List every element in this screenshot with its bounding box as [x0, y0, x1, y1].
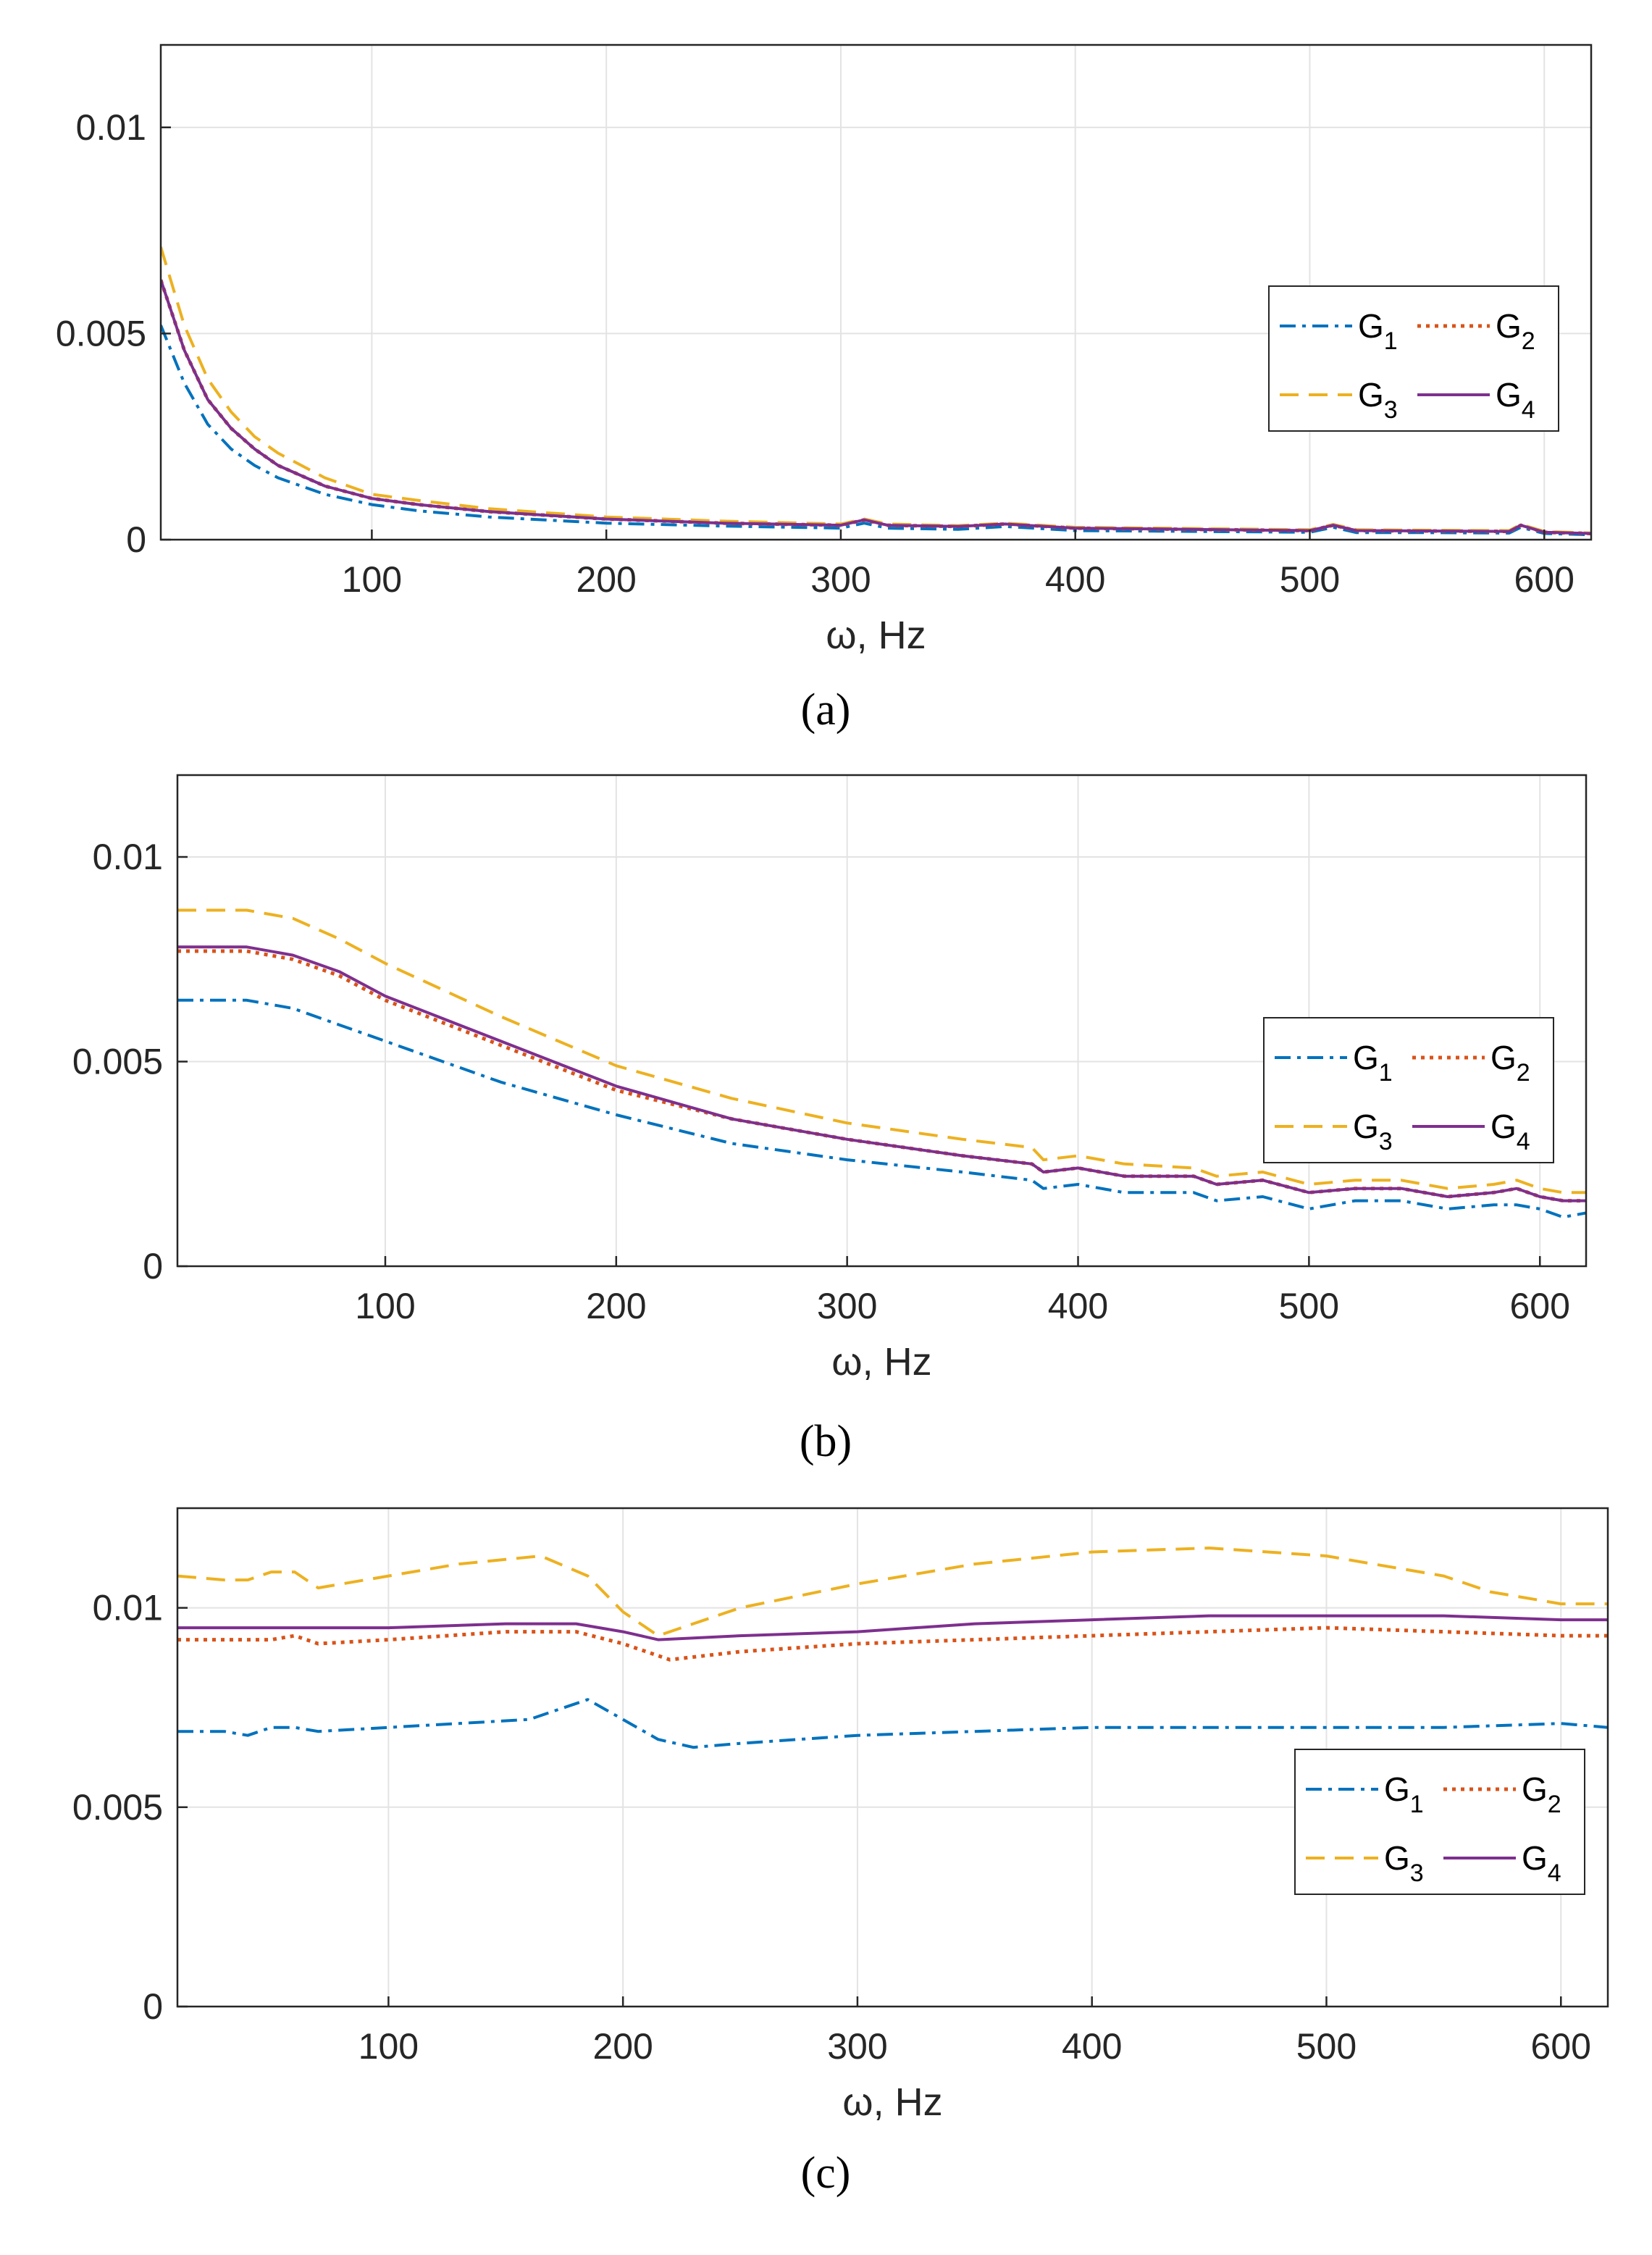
x-axis-label: ω, Hz	[826, 614, 926, 657]
legend-subscript: 3	[1410, 1859, 1424, 1887]
legend-box	[1294, 1749, 1585, 1895]
panel-caption: (b)	[800, 1417, 852, 1466]
series-line-G1	[177, 998, 1586, 1219]
x-tick-label: 600	[1514, 559, 1575, 600]
x-axis-label: ω, Hz	[842, 2080, 942, 2124]
x-tick-label: 200	[592, 2026, 653, 2067]
x-tick-label: 200	[576, 559, 636, 600]
x-tick-label: 300	[817, 1286, 877, 1326]
series-line-G4	[177, 1614, 1608, 1641]
x-tick-label: 600	[1510, 1286, 1570, 1326]
x-tick-label: 500	[1280, 559, 1340, 600]
legend-subscript: 4	[1548, 1859, 1561, 1887]
y-tick-label: 0	[143, 1246, 163, 1287]
x-tick-label: 400	[1048, 1286, 1108, 1326]
series-line-G4	[177, 945, 1586, 1202]
panel-caption: (c)	[801, 2149, 851, 2198]
y-tick-label: 0.005	[56, 313, 146, 353]
x-tick-label: 600	[1531, 2026, 1591, 2067]
x-tick-label: 100	[355, 1286, 415, 1326]
legend-subscript: 3	[1379, 1128, 1393, 1155]
series-line-G2	[177, 1626, 1608, 1662]
y-tick-label: 0.01	[76, 107, 146, 148]
axes-frame	[176, 1507, 1609, 2008]
x-tick-label: 300	[810, 559, 871, 600]
legend-subscript: 1	[1379, 1059, 1393, 1087]
legend-subscript: 1	[1384, 327, 1398, 355]
x-tick-label: 500	[1296, 2026, 1357, 2067]
series-line-G1	[161, 325, 1591, 537]
y-tick-label: 0.01	[93, 1588, 163, 1628]
x-tick-label: 300	[827, 2026, 887, 2067]
legend-subscript: 2	[1548, 1791, 1561, 1818]
panel-caption: (a)	[801, 685, 851, 735]
x-tick-label: 100	[342, 559, 402, 600]
series-line-G3	[177, 1547, 1608, 1638]
legend-subscript: 4	[1522, 396, 1535, 424]
legend-subscript: 2	[1522, 327, 1535, 355]
x-axis-label: ω, Hz	[831, 1340, 931, 1384]
axes-frame	[159, 43, 1593, 541]
x-tick-label: 400	[1062, 2026, 1122, 2067]
x-tick-label: 500	[1279, 1286, 1339, 1326]
y-tick-label: 0.005	[72, 1042, 163, 1082]
x-tick-label: 100	[359, 2026, 419, 2067]
y-tick-label: 0.01	[93, 837, 163, 877]
chart-panel-a: 100 200 300 400 500 600 0 0.005 0.01 ω, Hz (a) G1 G2…	[56, 43, 1593, 735]
y-tick-label: 0	[143, 1986, 163, 2027]
series-line-G3	[177, 908, 1586, 1195]
y-tick-label: 0	[126, 519, 146, 560]
legend-box	[1263, 1017, 1554, 1163]
legend-subscript: 3	[1384, 396, 1398, 424]
x-tick-label: 400	[1045, 559, 1105, 600]
legend-subscript: 2	[1517, 1059, 1530, 1087]
chart-panel-c: 100 200 300 400 500 600 0 0.005 0.01 ω, Hz (c) G1 G2…	[72, 1507, 1609, 2198]
y-tick-label: 0.005	[72, 1787, 163, 1828]
x-tick-label: 200	[586, 1286, 646, 1326]
axes-frame	[176, 774, 1588, 1268]
legend-box	[1268, 285, 1559, 432]
series-line-G4	[161, 279, 1591, 535]
legend-subscript: 1	[1410, 1791, 1424, 1818]
legend-subscript: 4	[1517, 1128, 1530, 1155]
series-line-G1	[177, 1698, 1608, 1749]
chart-panel-b: 100 200 300 400 500 600 0 0.005 0.01 ω, Hz (b) G1 G2…	[72, 774, 1588, 1466]
